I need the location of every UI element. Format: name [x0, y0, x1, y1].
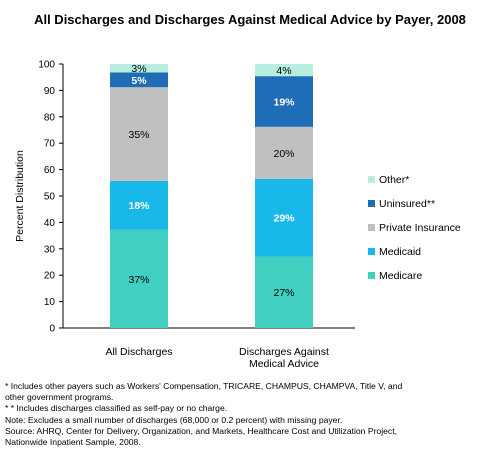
y-tick-label: 70: [44, 139, 56, 150]
bar-segment: [110, 72, 168, 88]
bar-segment: [110, 64, 168, 73]
y-tick-label: 100: [38, 60, 55, 71]
legend-swatch: [368, 224, 375, 231]
y-tick-label: 60: [44, 165, 56, 176]
legend-label: Medicaid: [379, 246, 421, 258]
bar-segment: [255, 76, 313, 127]
bar-segment: [110, 180, 168, 230]
legend-swatch: [368, 272, 375, 279]
legend: Other* Uninsured** Private Insurance Medica…: [368, 174, 461, 282]
y-tick-label: 80: [44, 112, 56, 123]
data-label: 5%: [131, 75, 147, 87]
y-tick-label: 10: [44, 297, 56, 308]
y-tick-label: 40: [44, 218, 56, 229]
x-tick-label: Discharges Against: [239, 346, 329, 358]
footnote-line: Nationwide Inpatient Sample, 2008.: [5, 437, 141, 448]
legend-label: Private Insurance: [379, 222, 461, 234]
footnotes: * Includes other payers such as Workers'…: [5, 381, 495, 448]
y-tick-label: 0: [49, 324, 55, 335]
bar-segment: [255, 178, 313, 257]
data-label: 18%: [128, 200, 150, 212]
data-label: 19%: [273, 96, 295, 108]
bar-segment: [255, 256, 313, 328]
bar-segment: [255, 126, 313, 179]
y-axis: 0 10 20 30 40 50 60 70 80 90 100: [38, 60, 355, 335]
data-label: 35%: [128, 129, 149, 141]
footnote-line: * * Includes discharges classified as se…: [5, 403, 228, 414]
bar-segment: [110, 87, 168, 181]
bars: [110, 64, 313, 328]
legend-label: Uninsured**: [379, 198, 435, 210]
x-tick-label: All Discharges: [105, 346, 172, 358]
legend-swatch: [368, 176, 375, 183]
y-tick-label: 50: [44, 192, 56, 203]
chart-title: All Discharges and Discharges Against Me…: [34, 12, 466, 27]
data-label: 20%: [273, 148, 294, 160]
footnote-line: other government programs.: [5, 392, 114, 403]
legend-label: Other*: [379, 174, 409, 186]
category-labels: All Discharges Discharges AgainstMedical …: [105, 346, 329, 370]
stacked-bar-chart: 0 10 20 30 40 50 60 70 80 90 100 37% 18% 35% 5%3% 27% 2…: [14, 60, 461, 371]
bar-segment: [110, 229, 168, 328]
bar-segment: [255, 64, 313, 77]
data-label: 29%: [273, 213, 295, 225]
x-tick-label: Medical Advice: [249, 358, 319, 370]
footnote-line: * Includes other payers such as Workers'…: [5, 381, 403, 391]
segment-labels: 37% 18% 35% 5%3% 27% 29% 20% 19% 4%: [128, 63, 295, 299]
legend-swatch: [368, 200, 375, 207]
footnote-line: Source: AHRQ, Center for Delivery, Organ…: [5, 425, 397, 436]
y-axis-title: Percent Distribution: [14, 150, 26, 242]
data-label: 3%: [131, 63, 146, 75]
legend-label: Medicare: [379, 270, 422, 282]
data-label: 4%: [276, 65, 291, 77]
footnote-line: Note: Excludes a small number of dischar…: [5, 414, 343, 425]
y-tick-label: 90: [44, 86, 56, 97]
data-label: 37%: [128, 274, 149, 286]
y-tick-label: 30: [44, 244, 56, 255]
y-tick-label: 20: [44, 271, 56, 282]
data-label: 27%: [273, 287, 294, 299]
legend-swatch: [368, 248, 375, 255]
